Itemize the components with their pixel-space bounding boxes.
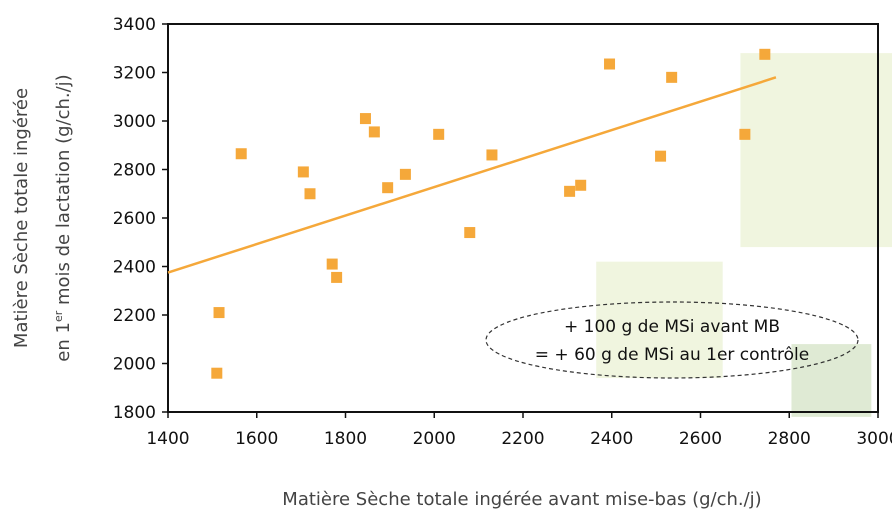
data-point <box>297 166 309 178</box>
data-point <box>739 128 751 140</box>
x-tick-label: 2400 <box>590 429 633 449</box>
y-tick-label: 2200 <box>113 306 156 326</box>
x-tick-label: 2000 <box>413 429 456 449</box>
x-tick-label: 3000 <box>856 429 892 449</box>
y-tick-label: 1800 <box>113 403 156 423</box>
data-points <box>211 48 771 379</box>
y-axis-title-prefix: en 1 <box>53 322 74 362</box>
x-axis-title: Matière Sèche totale ingérée avant mise-… <box>282 489 761 510</box>
data-point <box>486 149 498 161</box>
highlight-region-2 <box>791 344 872 417</box>
data-point <box>368 126 380 138</box>
data-point <box>304 188 316 200</box>
x-tick-label: 1600 <box>235 429 278 449</box>
y-axis-ticks: 1800 2000 2200 2400 2600 2800 3000 3200 3400 <box>113 15 168 423</box>
x-tick-label: 1400 <box>146 429 189 449</box>
y-axis-title-line-1: Matière Sèche totale ingérée <box>11 88 32 348</box>
data-point <box>213 307 225 319</box>
data-point <box>564 185 576 197</box>
annotation-line-2: = + 60 g de MSi au 1er contrôle <box>535 345 809 365</box>
y-tick-label: 2000 <box>113 355 156 375</box>
x-tick-label: 2800 <box>768 429 811 449</box>
annotation-line-1: + 100 g de MSi avant MB <box>564 317 780 337</box>
y-tick-label: 3400 <box>113 15 156 35</box>
data-point <box>382 182 394 194</box>
highlight-regions <box>596 53 892 417</box>
data-point <box>575 179 587 191</box>
y-tick-label: 2600 <box>113 209 156 229</box>
y-tick-label: 3200 <box>113 64 156 84</box>
trend-line <box>167 76 777 274</box>
data-point <box>235 148 247 160</box>
data-point <box>433 128 445 140</box>
data-point <box>359 113 371 125</box>
y-tick-label: 2400 <box>113 258 156 278</box>
data-point <box>211 367 223 379</box>
y-axis-title-suffix: mois de lactation (g/ch./j) <box>53 74 74 310</box>
x-tick-label: 2600 <box>679 429 722 449</box>
x-tick-label: 2200 <box>501 429 544 449</box>
highlight-region-1 <box>596 261 723 379</box>
data-point <box>399 168 411 180</box>
data-point <box>331 271 343 283</box>
y-axis-title-line-2: en 1er mois de lactation (g/ch./j) <box>52 74 74 361</box>
data-point <box>326 258 338 270</box>
data-point <box>759 48 771 60</box>
x-axis-ticks: 1400 1600 1800 2000 2200 2400 2600 2800 3000 <box>146 412 892 449</box>
annotation-ellipse <box>485 301 859 379</box>
data-point <box>604 58 616 70</box>
highlight-region-0 <box>740 53 892 248</box>
data-point <box>666 71 678 83</box>
data-point <box>655 150 667 162</box>
x-tick-label: 1800 <box>324 429 367 449</box>
y-tick-label: 2800 <box>113 161 156 181</box>
y-tick-label: 3000 <box>113 112 156 132</box>
data-point <box>464 227 476 239</box>
y-axis-title-sup: er <box>52 310 65 322</box>
